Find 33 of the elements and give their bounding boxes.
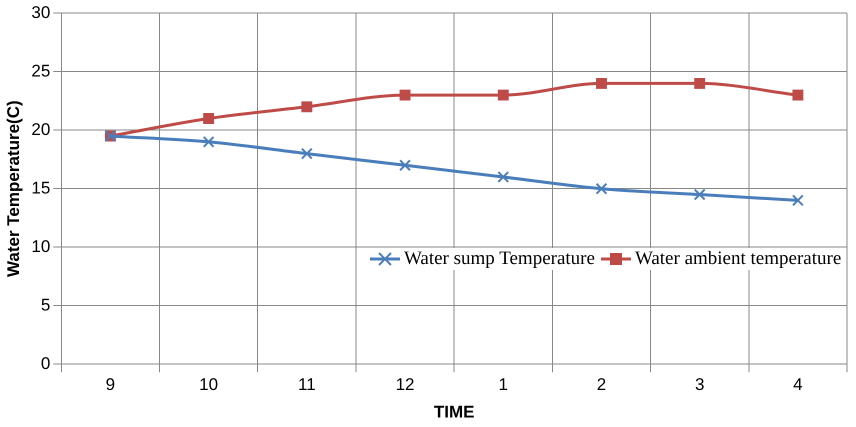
y-tick-label: 5 [40, 295, 50, 314]
point [792, 90, 804, 101]
y-tick-label: 30 [31, 2, 50, 22]
y-tick-label: 20 [31, 120, 50, 139]
point [792, 194, 804, 206]
legend-label: Water sump Temperature [404, 248, 595, 270]
x-tick-label: 2 [596, 375, 606, 394]
y-tick-label: 0 [40, 354, 50, 373]
point [301, 101, 312, 112]
point [400, 90, 410, 101]
point [596, 182, 608, 195]
x-tick-label: 3 [694, 375, 704, 394]
legend-label: Water ambient temperature [634, 248, 842, 270]
point [596, 78, 607, 89]
x-tick-label: 11 [298, 375, 316, 394]
y-tick-label: 25 [31, 61, 50, 80]
point [300, 148, 313, 160]
point [497, 171, 510, 183]
point [694, 188, 706, 200]
point [694, 78, 706, 89]
x-tick-label: 10 [199, 375, 218, 394]
x-axis-title: TIME [434, 402, 474, 422]
x-tick-label: 9 [106, 375, 116, 394]
y-tick-label: 10 [31, 236, 50, 256]
x-tick-label: 12 [396, 375, 415, 394]
y-axis-title: Water Temperature(C) [4, 100, 23, 278]
point [203, 113, 214, 124]
x-tick-label: 1 [498, 375, 508, 394]
x-tick-label: 4 [793, 375, 803, 394]
point [399, 159, 411, 172]
point [202, 136, 215, 148]
point [498, 90, 509, 101]
y-tick-label: 15 [31, 178, 50, 198]
